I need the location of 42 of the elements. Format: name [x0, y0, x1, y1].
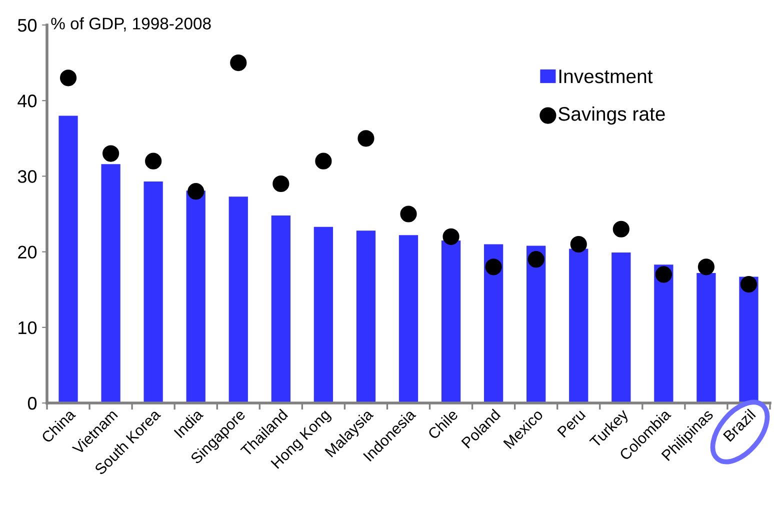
bar [144, 181, 163, 403]
bar [101, 164, 120, 403]
bar [314, 226, 334, 403]
bar [612, 252, 631, 403]
bar [696, 272, 716, 403]
point [655, 266, 672, 283]
point [740, 276, 758, 293]
point [358, 130, 374, 147]
point [528, 251, 544, 268]
bar [228, 196, 248, 403]
point [612, 220, 630, 238]
point [60, 70, 77, 86]
y-tick-label: 20 [18, 246, 37, 259]
y-tick-label: 50 [18, 18, 37, 32]
y-tick-label: 30 [18, 170, 37, 183]
point [570, 236, 587, 253]
point [230, 54, 247, 72]
point [698, 258, 715, 276]
legend-label: Investment [559, 70, 653, 84]
y-tick-label: 0 [28, 396, 37, 410]
bar [271, 216, 290, 403]
point [315, 152, 332, 170]
bar [58, 116, 78, 403]
bar [654, 264, 674, 403]
point [102, 145, 120, 162]
bar [526, 246, 546, 403]
point [145, 152, 162, 170]
bar [484, 244, 504, 403]
point [272, 175, 290, 192]
chart-title: % of GDP, 1998-2008 [51, 17, 211, 32]
point [188, 183, 204, 200]
bar [186, 190, 206, 403]
point [442, 228, 460, 245]
point [485, 258, 502, 276]
point [400, 206, 417, 222]
bar [569, 248, 588, 403]
bar [441, 240, 461, 403]
y-tick-label: 40 [18, 94, 37, 108]
legend-label: Savings rate [558, 106, 665, 125]
y-tick-label: 10 [18, 321, 37, 334]
bar [356, 230, 376, 403]
bar [398, 235, 418, 403]
